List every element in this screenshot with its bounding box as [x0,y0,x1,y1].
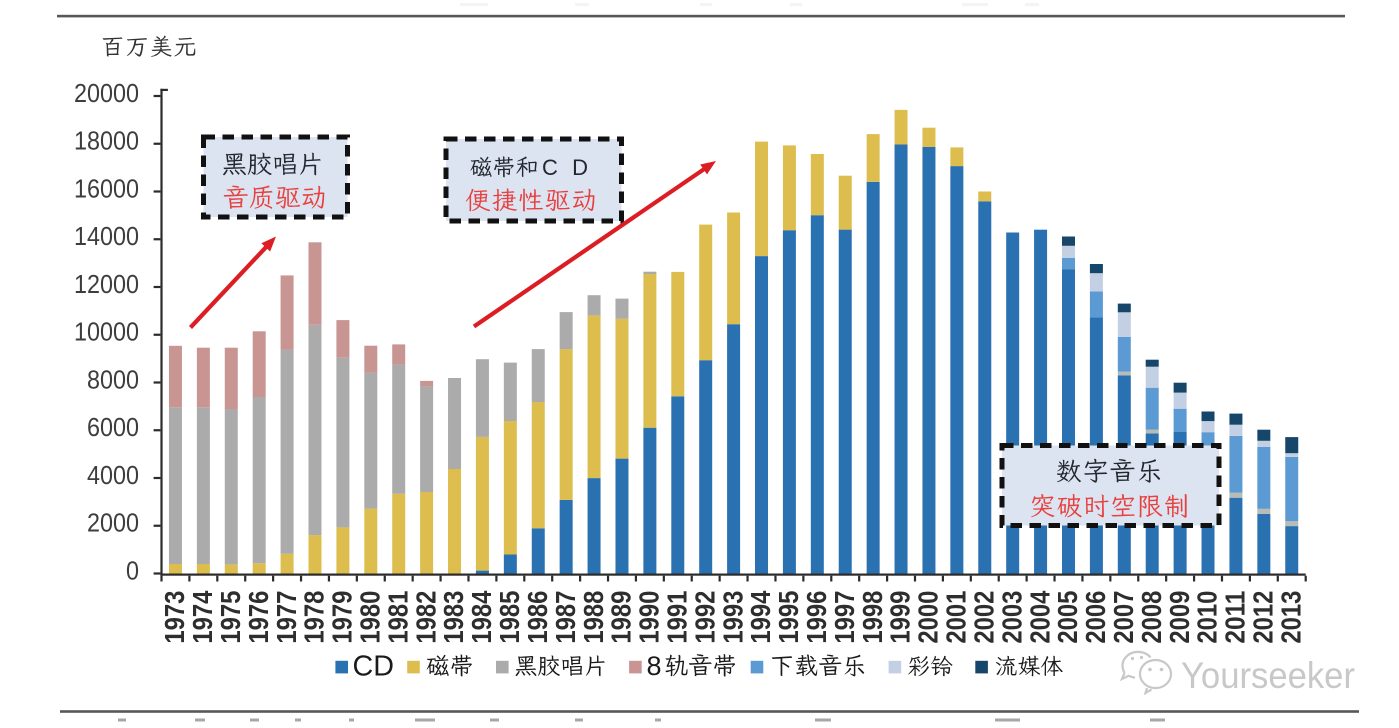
svg-text:0: 0 [126,555,139,585]
svg-text:1995: 1995 [773,591,804,644]
svg-text:2004: 2004 [1024,590,1055,643]
svg-text:CD: CD [353,651,395,683]
svg-text:14000: 14000 [74,221,139,251]
svg-text:8000: 8000 [87,364,139,394]
svg-text:2013: 2013 [1275,591,1306,644]
svg-text:2000: 2000 [87,508,139,538]
svg-text:1981: 1981 [382,591,413,644]
svg-text:6000: 6000 [87,412,139,442]
svg-text:Yourseeker: Yourseeker [1181,655,1355,696]
svg-text:1999: 1999 [885,591,916,644]
svg-text:1982: 1982 [410,591,441,644]
svg-text:4000: 4000 [87,460,139,490]
svg-text:12000: 12000 [74,269,139,299]
svg-text:16000: 16000 [74,173,139,203]
svg-text:1987: 1987 [550,591,581,644]
svg-text:1979: 1979 [327,591,358,644]
svg-text:1990: 1990 [634,591,665,644]
svg-text:1976: 1976 [243,591,274,644]
svg-text:1988: 1988 [578,591,609,644]
svg-text:1973: 1973 [159,591,190,644]
svg-text:2000: 2000 [913,591,944,644]
svg-text:18000: 18000 [74,126,139,156]
svg-text:1985: 1985 [494,591,525,644]
svg-text:1989: 1989 [606,591,637,644]
svg-text:2006: 2006 [1080,591,1111,644]
svg-text:1991: 1991 [661,591,692,644]
svg-text:1993: 1993 [717,591,748,644]
svg-text:2005: 2005 [1052,591,1083,644]
svg-text:2009: 2009 [1164,591,1195,644]
svg-text:2001: 2001 [941,591,972,644]
svg-text:1986: 1986 [522,591,553,644]
svg-text:1975: 1975 [215,591,246,644]
svg-text:2002: 2002 [968,591,999,644]
svg-text:2011: 2011 [1220,591,1251,644]
svg-text:1974: 1974 [187,590,218,643]
svg-text:1996: 1996 [801,591,832,644]
svg-text:2003: 2003 [996,591,1027,644]
svg-text:20000: 20000 [74,78,139,108]
svg-text:1997: 1997 [829,591,860,644]
svg-text:1998: 1998 [857,591,888,644]
svg-text:10000: 10000 [74,317,139,347]
svg-text:1984: 1984 [466,590,497,643]
svg-text:1980: 1980 [355,591,386,644]
svg-text:1992: 1992 [689,591,720,644]
svg-text:2008: 2008 [1136,591,1167,644]
svg-text:2010: 2010 [1192,591,1223,644]
svg-text:2012: 2012 [1248,591,1279,644]
svg-text:1977: 1977 [271,591,302,644]
svg-text:1978: 1978 [299,591,330,644]
svg-text:8: 8 [647,651,662,681]
svg-text:2007: 2007 [1108,591,1139,644]
svg-text:1983: 1983 [438,591,469,644]
svg-text:1994: 1994 [745,590,776,643]
